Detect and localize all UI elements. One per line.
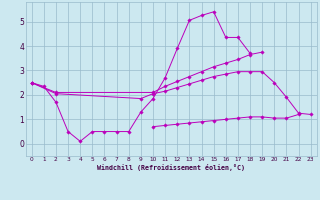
X-axis label: Windchill (Refroidissement éolien,°C): Windchill (Refroidissement éolien,°C) [97,164,245,171]
